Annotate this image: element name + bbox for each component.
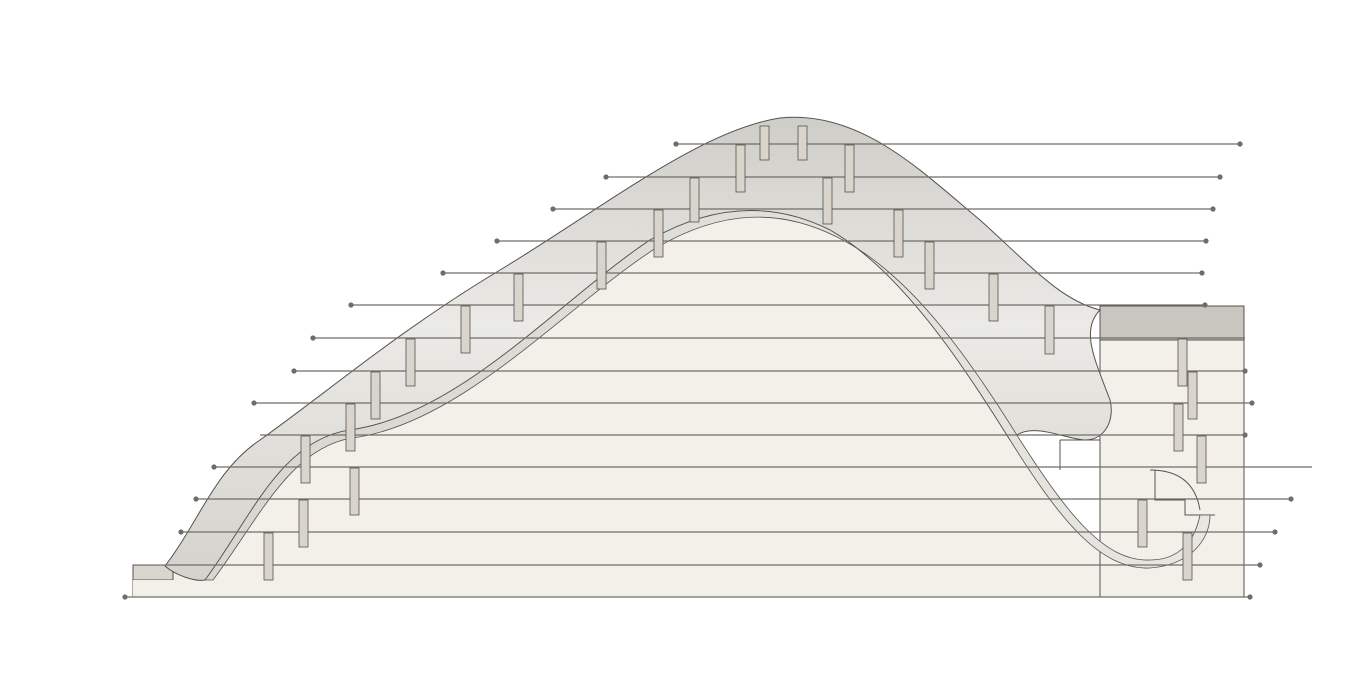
interior-fill — [133, 210, 1244, 598]
section-lines — [122, 141, 1312, 600]
support-posts — [263, 125, 1207, 581]
inner-rim — [204, 210, 1211, 581]
